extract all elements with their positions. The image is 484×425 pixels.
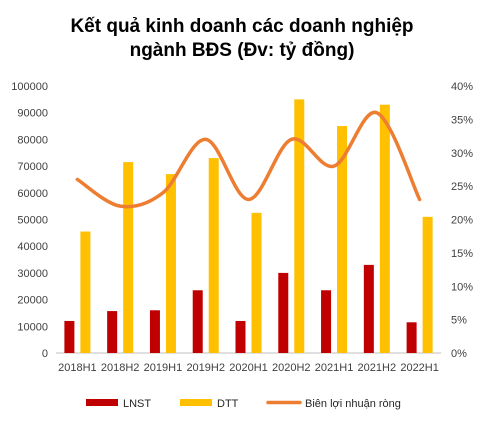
y-left-tick-label: 90000 <box>17 108 48 120</box>
legend: LNST DTT Biên lợi nhuận ròng <box>86 398 401 410</box>
bar-dtt <box>165 174 176 353</box>
legend-label: LNST <box>123 398 151 410</box>
y-left-tick-label: 80000 <box>17 134 48 146</box>
y-right-tick-label: 20% <box>451 215 473 227</box>
bar-lnst <box>235 320 246 353</box>
chart-title-line-2: ngành BĐS (Đv: tỷ đồng) <box>130 40 355 61</box>
bar-dtt <box>80 231 91 353</box>
bar-lnst <box>278 272 289 353</box>
y-left-tick-label: 30000 <box>17 268 48 280</box>
bar-dtt <box>337 126 348 353</box>
x-tick-label: 2020H1 <box>229 362 268 374</box>
bar-dtt <box>251 212 262 353</box>
y-left-tick-label: 100000 <box>11 81 48 93</box>
bar-lnst <box>192 290 203 353</box>
x-tick-label: 2019H1 <box>144 362 183 374</box>
y-right-tick-label: 25% <box>451 181 473 193</box>
y-right-tick-label: 10% <box>451 281 473 293</box>
legend-label: DTT <box>217 398 239 410</box>
chart-title-line-1: Kết quả kinh doanh các doanh nghiệp <box>70 16 413 37</box>
y-left-tick-label: 40000 <box>17 241 48 253</box>
y-left-tick-label: 10000 <box>17 321 48 333</box>
legend-label: Biên lợi nhuận ròng <box>305 398 401 410</box>
x-tick-label: 2021H2 <box>358 362 397 374</box>
y-left-tick-label: 60000 <box>17 188 48 200</box>
bar-lnst <box>406 322 417 353</box>
bar-lnst <box>363 264 374 353</box>
bar-lnst <box>107 311 118 353</box>
plot-area: 0 10000 20000 30000 40000 50000 60000 70000 8000… <box>11 81 473 374</box>
y-right-tick-label: 35% <box>451 114 473 126</box>
bar-dtt <box>422 216 433 353</box>
y-right-tick-label: 5% <box>451 315 467 327</box>
x-tick-label: 2022H1 <box>400 362 439 374</box>
x-tick-label: 2021H1 <box>315 362 354 374</box>
y-left-tick-label: 0 <box>42 348 48 360</box>
bar-dtt <box>208 158 219 353</box>
line-series-bien-loi-nhuan-rong <box>75 110 422 209</box>
bar-dtt <box>294 99 305 353</box>
bar-lnst <box>64 320 75 353</box>
y-right-tick-label: 0% <box>451 348 467 360</box>
x-tick-label: 2020H2 <box>272 362 311 374</box>
y-left-tick-label: 70000 <box>17 161 48 173</box>
legend-swatch-lnst <box>86 399 118 406</box>
bar-lnst <box>149 310 160 353</box>
legend-swatch-dtt <box>180 399 212 406</box>
x-tick-label: 2018H1 <box>58 362 97 374</box>
y-right-tick-label: 30% <box>451 148 473 160</box>
x-tick-label: 2019H2 <box>186 362 225 374</box>
y-left-tick-label: 50000 <box>17 215 48 227</box>
bar-lnst <box>321 290 332 353</box>
x-tick-label: 2018H2 <box>101 362 140 374</box>
bar-dtt <box>379 104 390 353</box>
y-right-tick-label: 40% <box>451 81 473 93</box>
y-left-tick-label: 20000 <box>17 295 48 307</box>
y-right-tick-label: 15% <box>451 248 473 260</box>
bar-dtt <box>123 162 134 353</box>
